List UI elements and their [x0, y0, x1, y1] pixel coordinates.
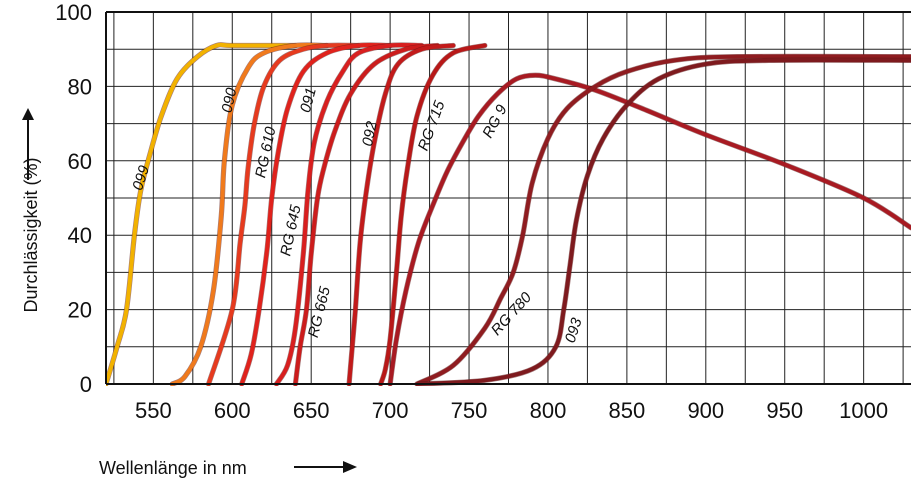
curve-layer: [106, 42, 911, 386]
x-tick-label: 600: [214, 398, 251, 423]
series-rg-9: [387, 72, 911, 386]
x-axis-title-group: Wellenlänge in nm: [99, 458, 357, 478]
y-tick-label: 20: [68, 298, 92, 323]
series-line: [206, 43, 361, 386]
curve-label: RG 645: [277, 203, 305, 258]
y-tick-label: 80: [68, 74, 92, 99]
x-tick-label: 700: [372, 398, 409, 423]
series-line: [293, 43, 440, 386]
y-tick-label: 60: [68, 149, 92, 174]
axis-layer: 550 600 650 700 750 800 850 900 950 1000 0 20 40 60 80…: [55, 0, 911, 423]
series-090: [169, 42, 330, 386]
series-093: [415, 57, 911, 386]
series-099: [106, 42, 299, 386]
series-091: [273, 42, 425, 386]
curve-label: 099: [129, 163, 153, 193]
series-outline: [387, 72, 911, 386]
series-rg-665: [292, 42, 441, 386]
series-rg-715: [378, 42, 488, 386]
x-tick-label: 650: [293, 398, 330, 423]
x-tick-label: 800: [530, 398, 567, 423]
series-outline: [414, 53, 911, 386]
series-line: [274, 42, 424, 386]
series-092: [346, 42, 456, 386]
series-line: [239, 42, 393, 386]
x-axis-arrowhead-icon: [343, 461, 357, 473]
curve-label: 092: [359, 119, 381, 148]
y-tick-label: 40: [68, 223, 92, 248]
x-tick-label: 1000: [839, 398, 888, 423]
curve-label: 090: [219, 86, 241, 115]
series-rg-645: [239, 42, 393, 386]
x-tick-label: 900: [687, 398, 724, 423]
series-line: [388, 73, 911, 386]
series-line: [347, 43, 456, 386]
y-tick-label: 0: [80, 372, 92, 397]
y-axis-arrowhead-icon: [22, 108, 34, 120]
y-axis-title: Durchlässigkeit (%): [21, 157, 41, 312]
series-rg-780: [414, 53, 911, 386]
curve-label: 093: [562, 315, 586, 345]
y-axis-title-group: Durchlässigkeit (%): [21, 108, 41, 313]
y-tick-label: 100: [55, 0, 92, 25]
series-line: [416, 58, 911, 386]
series-outline: [106, 42, 299, 386]
series-line: [378, 43, 487, 386]
x-axis-title: Wellenlänge in nm: [99, 458, 247, 478]
x-tick-label: 850: [609, 398, 646, 423]
series-line: [106, 42, 298, 386]
series-line: [414, 54, 911, 386]
x-tick-label: 550: [135, 398, 172, 423]
x-tick-label: 950: [766, 398, 803, 423]
curve-label: 091: [297, 86, 320, 115]
x-tick-label: 750: [451, 398, 488, 423]
series-line: [170, 42, 329, 386]
series-rg-610: [206, 42, 362, 386]
